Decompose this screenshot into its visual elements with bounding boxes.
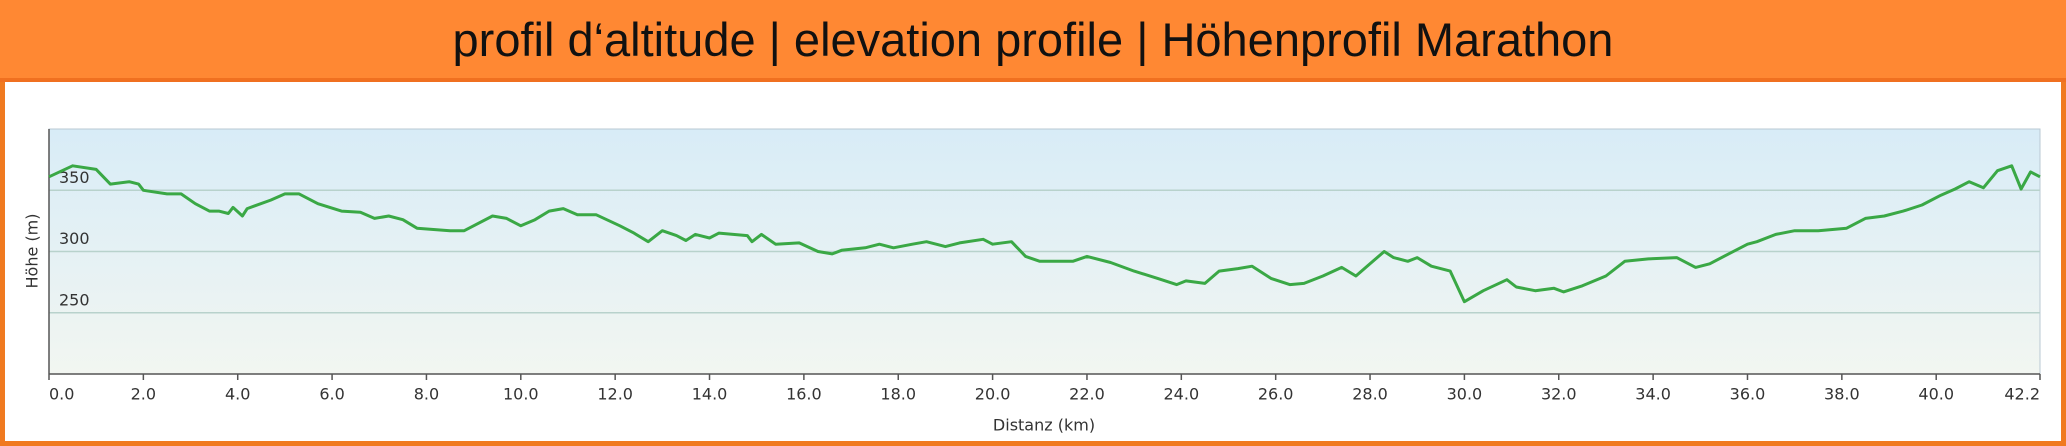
x-tick-label: 6.0 <box>319 385 344 404</box>
header: profil d‘altitude | elevation profile | … <box>0 0 2066 82</box>
x-tick-label: 40.0 <box>1918 385 1954 404</box>
page-title: profil d‘altitude | elevation profile | … <box>452 12 1614 66</box>
y-tick-label: 300 <box>59 229 90 248</box>
x-tick-label: 30.0 <box>1447 385 1483 404</box>
x-tick-label: 8.0 <box>414 385 439 404</box>
x-tick-label: 42.2 <box>2004 385 2040 404</box>
x-tick-label: 0.0 <box>49 385 74 404</box>
x-tick-label: 28.0 <box>1352 385 1388 404</box>
x-tick-label: 38.0 <box>1824 385 1860 404</box>
x-tick-label: 4.0 <box>225 385 250 404</box>
y-tick-label: 350 <box>59 168 90 187</box>
elevation-line <box>48 164 2041 304</box>
x-tick-label: 10.0 <box>503 385 539 404</box>
y-tick-label: 250 <box>59 290 90 309</box>
y-axis-title: Höhe (m) <box>23 214 42 289</box>
x-tick-label: 2.0 <box>131 385 156 404</box>
x-tick-label: 20.0 <box>975 385 1011 404</box>
x-tick-label: 12.0 <box>597 385 633 404</box>
x-tick-label: 26.0 <box>1258 385 1294 404</box>
x-tick-label: 32.0 <box>1541 385 1577 404</box>
x-tick-label: 24.0 <box>1164 385 1200 404</box>
x-tick-label: 16.0 <box>786 385 822 404</box>
x-tick-label: 18.0 <box>880 385 916 404</box>
x-tick-label: 14.0 <box>692 385 728 404</box>
x-tick-label: 22.0 <box>1069 385 1105 404</box>
x-tick-label: 34.0 <box>1635 385 1671 404</box>
x-tick-label: 36.0 <box>1730 385 1766 404</box>
x-axis-title: Distanz (km) <box>993 416 1095 435</box>
